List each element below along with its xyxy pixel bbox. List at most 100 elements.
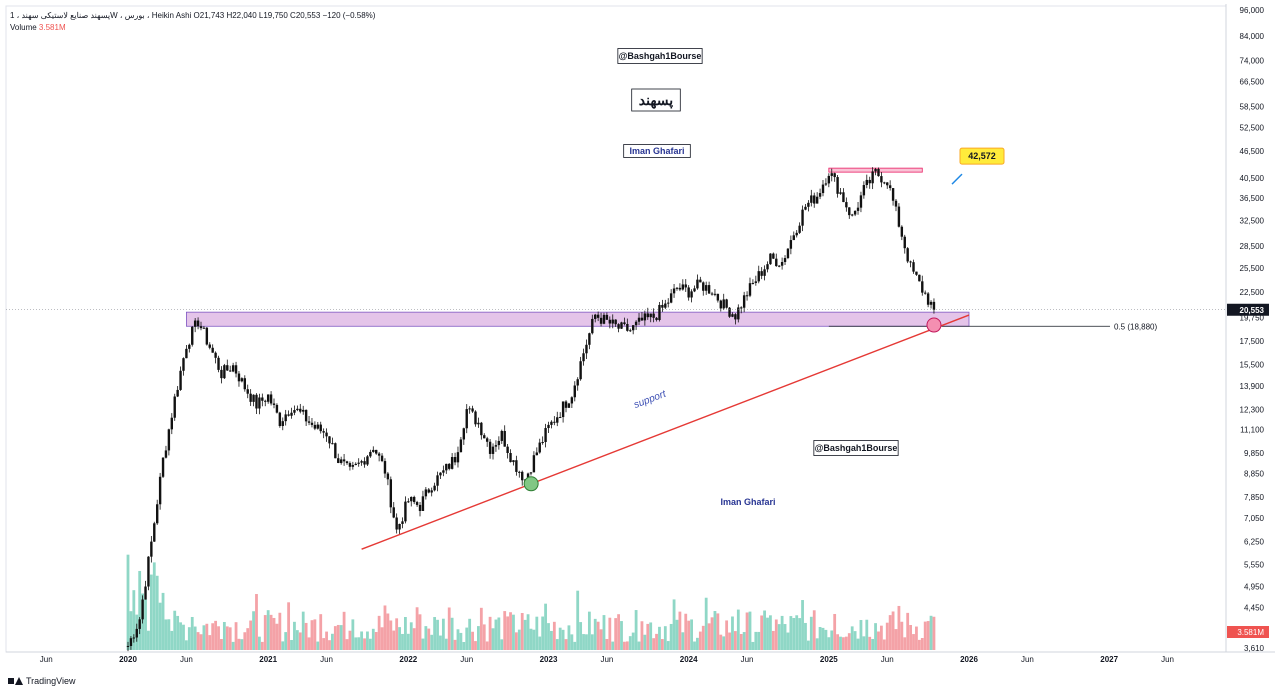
price-tick-label: 52,500 xyxy=(1240,123,1265,132)
tradingview-branding[interactable]: TradingView xyxy=(8,676,76,686)
volume-bar xyxy=(514,632,518,650)
volume-bar xyxy=(748,611,752,650)
price-tick-label: 9,850 xyxy=(1244,449,1265,458)
volume-bar xyxy=(868,636,872,650)
volume-bar xyxy=(774,619,778,650)
price-tick-label: 4,950 xyxy=(1244,583,1265,592)
candle-body xyxy=(465,409,468,429)
volume-bar xyxy=(932,616,936,650)
candle-body xyxy=(243,378,247,390)
volume-bar xyxy=(535,616,539,650)
volume-bar xyxy=(471,631,474,650)
volume-bar xyxy=(821,627,825,650)
candle-body xyxy=(147,556,150,587)
volume-bar xyxy=(214,620,218,650)
volume-bar xyxy=(871,638,875,650)
candle-body xyxy=(304,409,308,422)
volume-bar xyxy=(377,615,381,650)
candle-body xyxy=(918,274,921,282)
candle-body xyxy=(894,200,898,207)
candle-body xyxy=(558,417,562,419)
candle-body xyxy=(310,422,314,425)
volume-bar xyxy=(208,635,212,650)
candle-body xyxy=(865,179,868,186)
candle-body xyxy=(526,473,530,480)
candle-body xyxy=(357,462,360,464)
volume-bar xyxy=(298,632,302,650)
time-tick-label: Jun xyxy=(1021,655,1034,664)
candle-body xyxy=(532,455,536,473)
volume-bar xyxy=(331,633,334,650)
volume-bar xyxy=(579,622,583,650)
volume-bar xyxy=(450,617,454,650)
volume-bar xyxy=(459,632,463,650)
plot-frame xyxy=(5,5,1227,653)
candle-body xyxy=(722,299,725,309)
candle-body xyxy=(135,628,138,638)
price-tick-label: 66,500 xyxy=(1240,77,1265,86)
volume-bar xyxy=(482,624,486,650)
candle-body xyxy=(196,320,200,327)
candle-body xyxy=(748,283,752,296)
support-label: support xyxy=(632,388,668,411)
author-label-top-box xyxy=(623,144,691,158)
candle-body xyxy=(737,307,740,320)
volume-bar xyxy=(637,641,641,650)
time-tick-label: 2026 xyxy=(960,655,978,664)
volume-bar xyxy=(304,622,308,650)
candle-body xyxy=(769,253,772,265)
price-tick-label: 25,500 xyxy=(1240,264,1265,273)
volume-bar xyxy=(479,607,483,650)
candle-body xyxy=(272,403,276,405)
candle-body xyxy=(290,412,293,416)
candle-body xyxy=(620,322,623,329)
candle-body xyxy=(783,258,787,263)
volume-bar xyxy=(555,639,559,650)
volume-bar xyxy=(237,638,241,650)
candle-body xyxy=(923,292,927,294)
volume-bar xyxy=(465,627,469,650)
volume-bar xyxy=(325,631,328,650)
volume-bar xyxy=(587,611,591,650)
volume-bar xyxy=(652,638,656,650)
candle-body xyxy=(488,441,492,454)
candle-body xyxy=(684,284,687,288)
volume-bar xyxy=(354,637,358,650)
volume-bar xyxy=(564,639,568,650)
volume-bar xyxy=(719,634,723,650)
candle-body xyxy=(719,300,722,309)
volume-bar xyxy=(690,619,693,650)
candle-body xyxy=(850,214,854,216)
candle-body xyxy=(281,421,284,427)
volume-bar xyxy=(412,628,416,650)
volume-bar xyxy=(698,631,702,650)
candle-body xyxy=(436,475,439,486)
candle-body xyxy=(410,496,413,502)
volume-bar xyxy=(675,619,679,650)
candle-body xyxy=(334,443,337,459)
candle-body xyxy=(588,333,591,345)
volume-bar xyxy=(640,621,644,650)
time-tick-label: 2024 xyxy=(680,655,698,664)
last-price-value: 20,553 xyxy=(1240,306,1265,315)
volume-bar xyxy=(193,626,197,650)
volume-bar xyxy=(900,621,904,650)
volume-bar xyxy=(240,639,244,650)
watermark-top: @Bashgah1Bourse xyxy=(619,51,702,61)
volume-bar xyxy=(722,636,726,650)
price-tick-label: 3,610 xyxy=(1244,644,1265,653)
volume-bar xyxy=(225,626,229,650)
candle-body xyxy=(307,421,311,423)
candle-body xyxy=(836,177,839,194)
price-tick-label: 22,500 xyxy=(1240,288,1265,297)
candle-body xyxy=(345,461,349,464)
candle-body xyxy=(725,299,728,308)
volume-bar xyxy=(593,618,597,650)
candle-body xyxy=(713,293,717,295)
candle-body xyxy=(474,411,477,425)
volume-bar xyxy=(681,632,685,650)
candle-body xyxy=(745,295,749,297)
volume-bar xyxy=(754,631,758,650)
